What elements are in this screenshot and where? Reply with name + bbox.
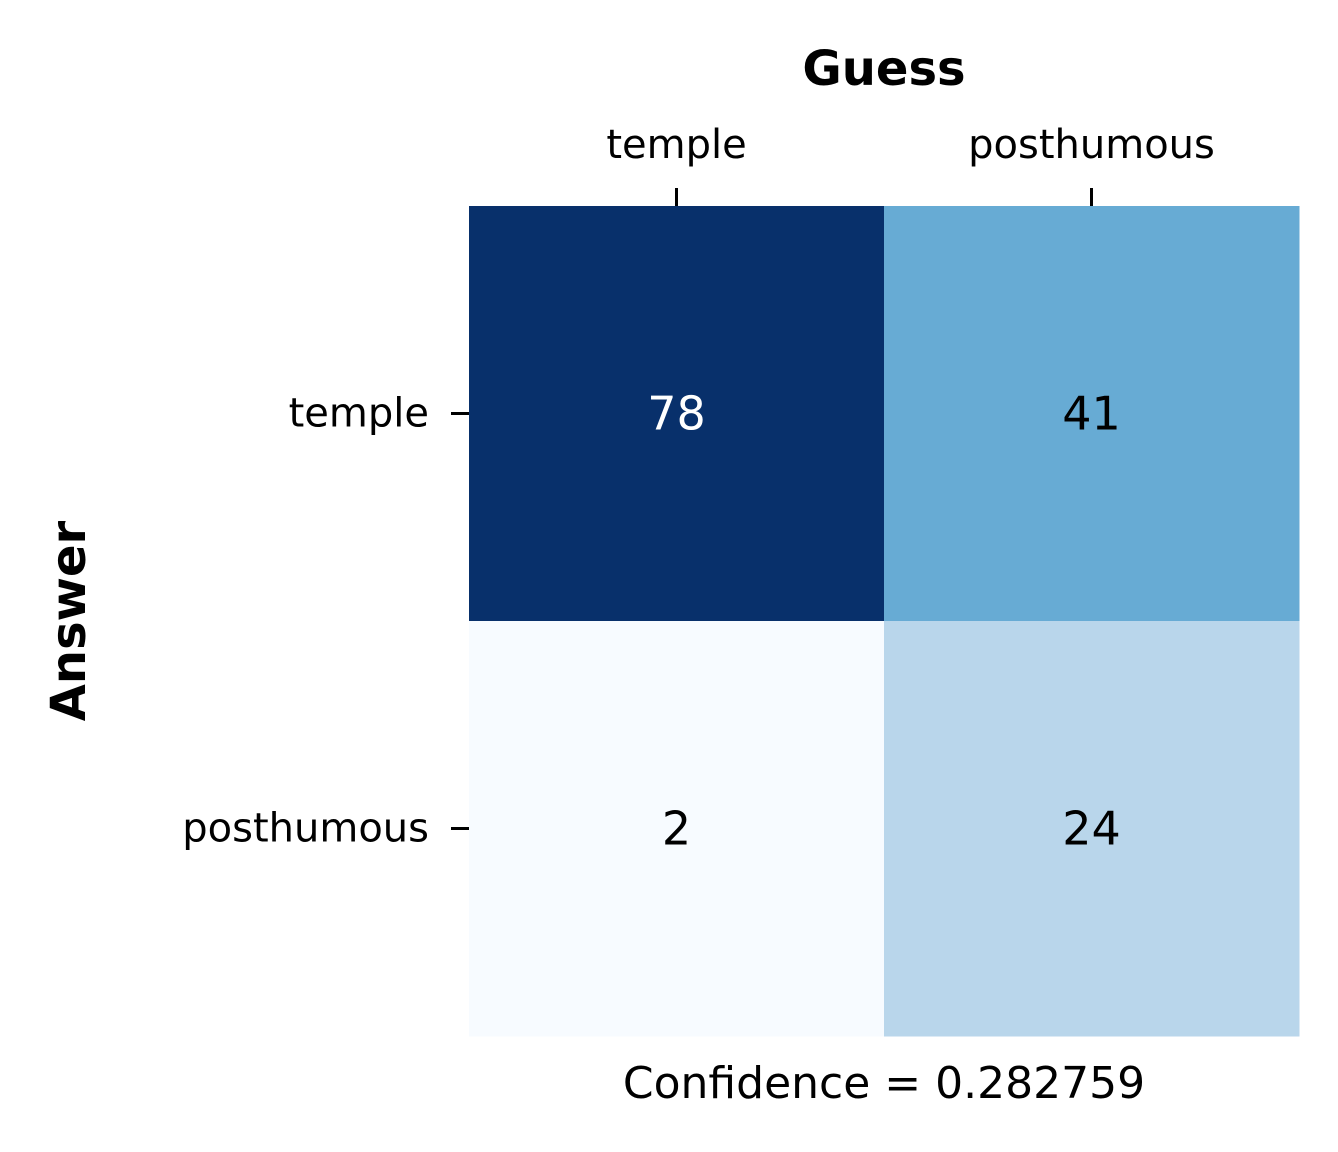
cell-value-label: 41 (1062, 387, 1121, 441)
heatmap-cell (469, 621, 885, 1037)
cell-value-label: 24 (1062, 802, 1121, 856)
cell-value-label: 2 (662, 802, 691, 856)
heatmap-cell (884, 621, 1300, 1037)
x-tick-label: temple (606, 122, 746, 168)
y-tick-group: temple posthumous (182, 391, 469, 852)
x-axis-title: Guess (802, 41, 965, 97)
y-tick-label: temple (289, 391, 429, 437)
confidence-footer: Confidence = 0.282759 (623, 1058, 1145, 1109)
y-tick-label: posthumous (182, 806, 429, 852)
x-tick-label: posthumous (968, 122, 1215, 168)
y-axis-title: Answer (41, 520, 97, 721)
heatmap-cell (884, 206, 1300, 622)
x-tick-group: temple posthumous (606, 122, 1215, 206)
heatmap-cell (469, 206, 885, 622)
heatmap-cells: 78 41 2 24 (469, 206, 1300, 1037)
cell-value-label: 78 (647, 387, 706, 441)
